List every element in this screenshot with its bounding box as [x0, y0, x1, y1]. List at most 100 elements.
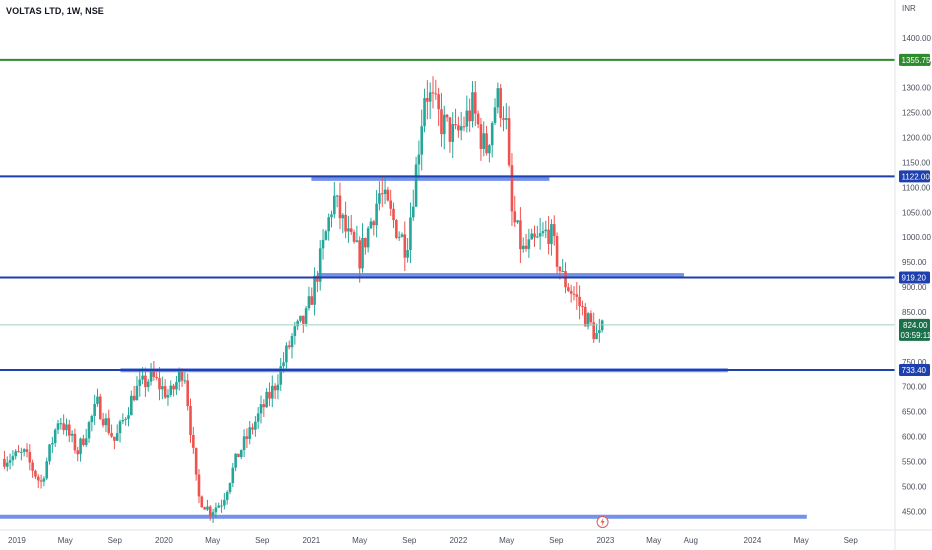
candle-body	[445, 114, 449, 118]
levels-layer	[0, 58, 895, 372]
x-tick-label: 2022	[449, 536, 467, 545]
price-level-tag	[899, 53, 930, 66]
candle-body	[118, 421, 122, 434]
x-tick-label: 2021	[302, 536, 320, 545]
current-price-tag	[899, 318, 930, 341]
candle-body	[578, 296, 581, 307]
candle-body	[228, 483, 232, 493]
x-tick-label: 2023	[596, 536, 614, 545]
candle-body	[541, 231, 545, 234]
price-level-tag-text: 1122.00	[902, 172, 931, 181]
y-tick-label: 1050.00	[902, 208, 931, 217]
candle-body	[485, 133, 488, 154]
candle-body	[457, 125, 460, 131]
y-tick-label: 650.00	[902, 408, 927, 417]
candle-body	[499, 88, 502, 119]
candle-body	[462, 126, 466, 128]
candle-body	[434, 93, 438, 95]
candle-body	[318, 248, 322, 282]
candle-body	[268, 391, 271, 399]
candle-body	[248, 427, 252, 439]
candle-body	[8, 460, 12, 463]
x-tick-label: May	[352, 536, 367, 545]
candle-body	[420, 126, 424, 155]
candle-body	[189, 406, 192, 436]
candle-body	[507, 118, 511, 166]
candle-body	[130, 395, 133, 416]
candle-body	[397, 236, 401, 238]
candle-body	[45, 461, 49, 479]
candle-body	[330, 214, 333, 218]
misc-layer	[596, 516, 609, 528]
candle-body	[166, 394, 170, 398]
sr-zone	[316, 273, 684, 278]
candle-body	[79, 438, 82, 455]
candle-body	[211, 512, 215, 516]
candle-body	[197, 474, 201, 497]
candle-body	[564, 271, 567, 288]
candle-body	[521, 245, 525, 250]
candle-body	[595, 333, 598, 340]
candle-body	[290, 335, 294, 348]
candle-body	[28, 451, 32, 463]
candle-body	[200, 496, 204, 508]
candle-body	[471, 92, 474, 122]
candle-body	[82, 438, 85, 445]
lightning-icon	[600, 517, 605, 527]
candle-body	[206, 506, 209, 510]
candle-body	[259, 404, 263, 414]
candle-body	[135, 385, 139, 401]
candle-body	[34, 470, 37, 477]
candle-body	[533, 233, 536, 238]
candle-body	[473, 92, 477, 114]
candle-body	[194, 447, 198, 475]
candle-body	[428, 92, 432, 102]
candle-body	[538, 233, 542, 237]
candle-body	[417, 154, 421, 165]
candle-body	[383, 189, 387, 195]
x-tick-label: Sep	[402, 536, 417, 545]
y-tick-label: 1250.00	[902, 109, 931, 118]
candle-body	[496, 88, 500, 108]
candle-body	[519, 220, 522, 250]
candle-body	[468, 110, 471, 122]
candle-body	[279, 366, 283, 385]
candle-body	[442, 114, 446, 135]
candle-body	[338, 195, 342, 219]
candle-body	[431, 92, 435, 94]
y-tick-label: 500.00	[902, 482, 927, 491]
candle-body	[502, 118, 505, 120]
candle-body	[349, 228, 353, 232]
candle-body	[3, 458, 6, 467]
candles-layer	[3, 76, 604, 523]
candle-body	[544, 229, 548, 232]
candle-body	[146, 381, 150, 388]
candle-body	[414, 164, 418, 207]
candle-body	[121, 420, 125, 422]
candle-body	[225, 492, 229, 500]
x-tick-label: May	[205, 536, 220, 545]
candle-body	[101, 419, 105, 426]
candle-body	[307, 296, 311, 309]
candle-body	[490, 123, 494, 146]
y-tick-label: 1200.00	[902, 134, 931, 143]
x-tick-label: Aug	[684, 536, 698, 545]
currency-label: INR	[902, 4, 916, 13]
candle-body	[132, 395, 136, 401]
candle-body	[22, 449, 26, 452]
candle-body	[177, 371, 181, 383]
current-price-value: 824.00	[903, 321, 928, 330]
candle-body	[423, 97, 426, 127]
candle-body	[144, 375, 147, 388]
candle-body	[547, 229, 550, 245]
y-tick-label: 750.00	[902, 358, 927, 367]
time-axis[interactable]: 2019 May Sep 2020 May Sep 2021 May Sep 2022 May Sep…	[0, 529, 932, 545]
candle-body	[138, 379, 142, 386]
candle-body	[369, 221, 373, 229]
candle-body	[389, 200, 393, 209]
event-marker-icon[interactable]	[596, 516, 609, 528]
candle-body	[217, 505, 221, 508]
candle-body	[361, 237, 364, 269]
candle-body	[372, 221, 376, 226]
